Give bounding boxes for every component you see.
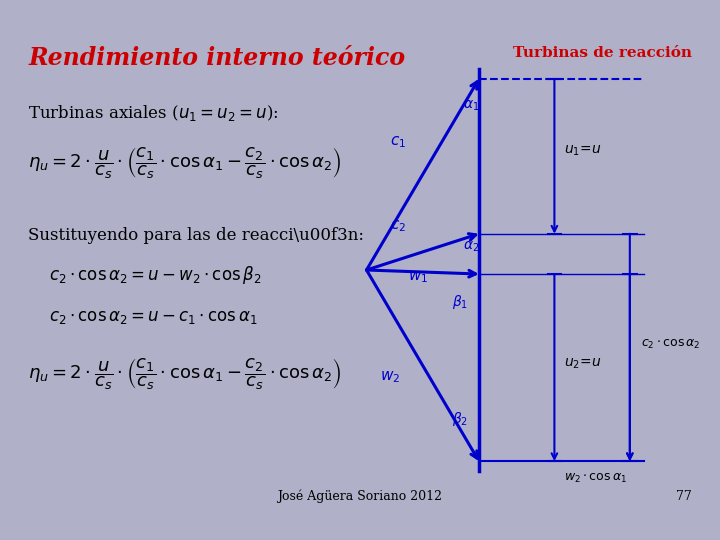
Text: Turbinas axiales ($u_1 = u_2 = u$):: Turbinas axiales ($u_1 = u_2 = u$):	[28, 103, 279, 123]
Text: $c_2 \cdot \cos\alpha_2$: $c_2 \cdot \cos\alpha_2$	[641, 338, 701, 350]
Text: $w_2 \cdot \cos\alpha_1$: $w_2 \cdot \cos\alpha_1$	[564, 472, 627, 485]
Text: $\alpha_2$: $\alpha_2$	[462, 240, 479, 254]
Text: José Agüera Soriano 2012: José Agüera Soriano 2012	[277, 489, 443, 503]
Text: $\alpha_1$: $\alpha_1$	[462, 99, 479, 113]
Text: $\beta_2$: $\beta_2$	[451, 410, 467, 428]
Text: $w_1$: $w_1$	[408, 269, 428, 285]
Text: $c_1$: $c_1$	[390, 134, 406, 150]
Text: 77: 77	[676, 490, 692, 503]
Text: $u_1\!=\!u$: $u_1\!=\!u$	[564, 143, 602, 158]
Text: $\beta_1$: $\beta_1$	[451, 293, 468, 311]
Text: $\eta_u = 2 \cdot \dfrac{u}{c_s} \cdot \left( \dfrac{c_1}{c_s} \cdot \cos\alpha_: $\eta_u = 2 \cdot \dfrac{u}{c_s} \cdot \…	[28, 145, 342, 180]
Text: $c_2 \cdot \cos\alpha_2 = u - c_1 \cdot \cos\alpha_1$: $c_2 \cdot \cos\alpha_2 = u - c_1 \cdot …	[49, 309, 258, 326]
Text: $c_2 \cdot \cos\alpha_2 = u - w_2 \cdot \cos\beta_2$: $c_2 \cdot \cos\alpha_2 = u - w_2 \cdot …	[49, 264, 261, 286]
Text: $\eta_u = 2 \cdot \dfrac{u}{c_s} \cdot \left( \dfrac{c_1}{c_s} \cdot \cos\alpha_: $\eta_u = 2 \cdot \dfrac{u}{c_s} \cdot \…	[28, 356, 342, 392]
Text: Rendimiento interno teórico: Rendimiento interno teórico	[28, 45, 405, 70]
Text: $w_2$: $w_2$	[380, 370, 400, 386]
Text: $u_2\!=\!u$: $u_2\!=\!u$	[564, 356, 602, 371]
Text: Turbinas de reacción: Turbinas de reacción	[513, 45, 692, 59]
Text: $c_2$: $c_2$	[390, 219, 406, 234]
Text: Sustituyendo para las de reacci\u00f3n:: Sustituyendo para las de reacci\u00f3n:	[28, 227, 364, 244]
